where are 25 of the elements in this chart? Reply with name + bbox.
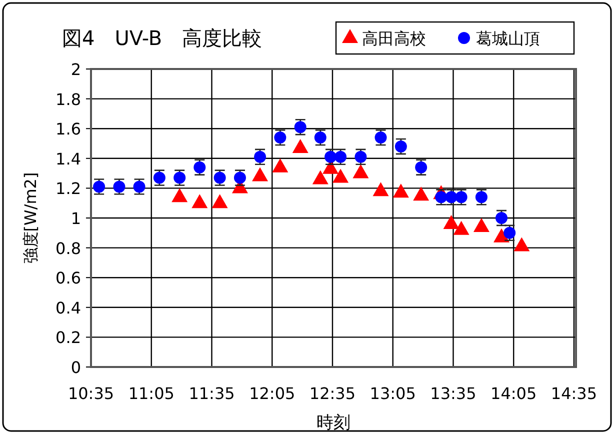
y-tick-label: 0.4 bbox=[56, 298, 81, 318]
chart-title: 図4 UV-B 高度比較 bbox=[62, 26, 262, 50]
x-axis-title: 時刻 bbox=[316, 413, 350, 433]
x-tick-label: 11:35 bbox=[188, 384, 235, 403]
x-tick-label: 13:35 bbox=[430, 384, 476, 403]
x-tick-label: 13:05 bbox=[370, 384, 416, 403]
x-tick-label: 14:35 bbox=[550, 384, 598, 403]
x-tick-label: 10:35 bbox=[68, 384, 114, 403]
legend-label: 葛城山頂 bbox=[476, 29, 540, 48]
y-tick-label: 1.2 bbox=[56, 179, 81, 198]
x-tick-label: 11:05 bbox=[128, 384, 174, 403]
x-tick-label: 12:35 bbox=[309, 384, 356, 403]
y-tick-label: 0.6 bbox=[56, 268, 81, 288]
y-tick-label: 2 bbox=[70, 60, 81, 79]
y-axis-title: 強度[W/m2] bbox=[21, 172, 40, 264]
y-tick-label: 0.2 bbox=[56, 328, 81, 348]
y-tick-label: 1 bbox=[70, 209, 81, 228]
y-tick-label: 1.4 bbox=[56, 149, 81, 168]
y-tick-label: 0 bbox=[70, 358, 81, 377]
x-tick-label: 14:05 bbox=[490, 384, 537, 403]
x-tick-label: 12:05 bbox=[249, 384, 296, 403]
y-tick-label: 1.8 bbox=[56, 90, 81, 109]
legend-label: 高田高校 bbox=[362, 29, 426, 48]
y-tick-label: 1.6 bbox=[56, 120, 81, 139]
y-tick-label: 0.8 bbox=[56, 238, 81, 258]
